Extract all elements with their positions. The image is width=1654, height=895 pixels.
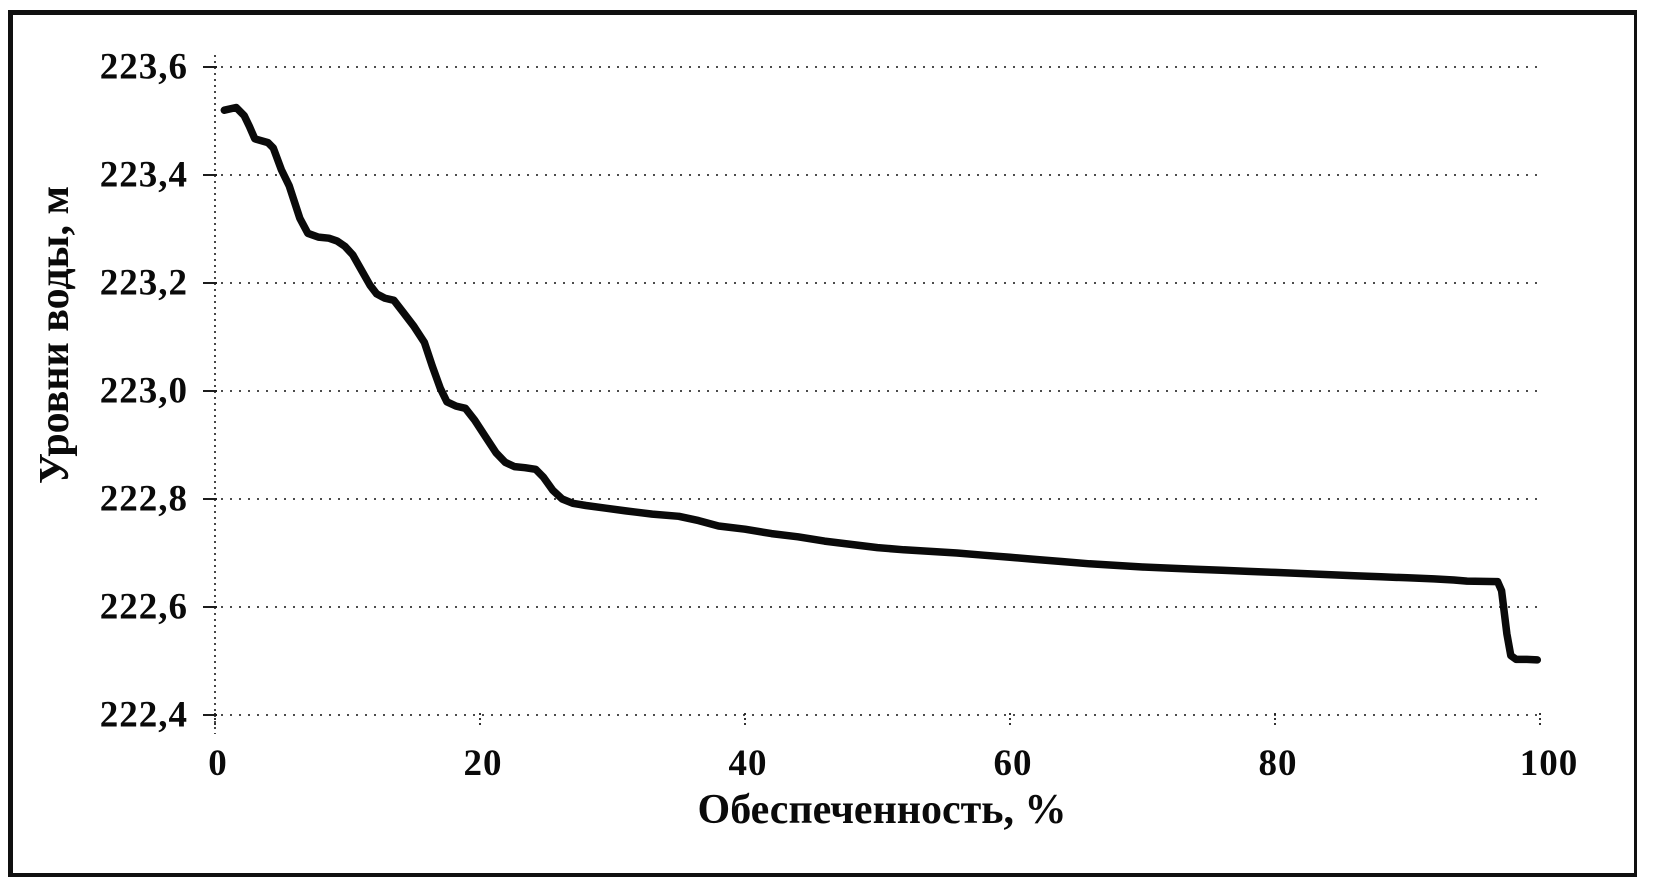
y-tick-label: 222,8 — [99, 478, 188, 520]
x-tick-label: 100 — [1519, 743, 1579, 784]
y-tick-label: 223,2 — [99, 262, 188, 304]
x-tick-label: 60 — [993, 743, 1033, 784]
scan-border-frame — [8, 10, 1637, 877]
x-axis-title: Обеспеченность, % — [697, 787, 1067, 833]
y-tick-label: 223,4 — [99, 154, 188, 196]
x-tick-label: 80 — [1258, 743, 1298, 784]
x-tick-label: 0 — [208, 743, 228, 784]
y-axis-title: Уровни воды, м — [32, 185, 78, 485]
water-level-curve — [220, 103, 1542, 664]
y-tick-label: 222,4 — [99, 694, 188, 736]
x-tick-label: 20 — [463, 743, 503, 784]
x-tick-label: 40 — [728, 743, 768, 784]
y-tick-label: 223,6 — [99, 46, 188, 88]
y-tick-label: 222,6 — [99, 586, 188, 628]
y-tick-label: 223,0 — [99, 370, 188, 412]
